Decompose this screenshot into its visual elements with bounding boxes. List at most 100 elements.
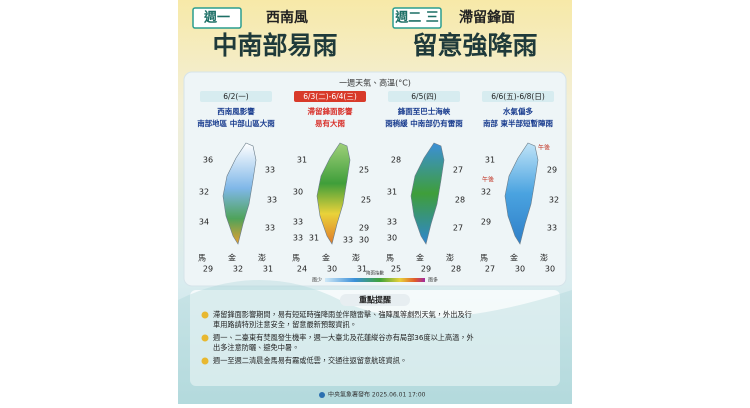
temperature: 28 bbox=[391, 156, 401, 165]
temperature: 27 bbox=[453, 224, 463, 233]
note-line: 滯留鋒面影響期間，易有短延時強降雨並伴隨雷擊、強陣風等劇烈天氣，外出及行 bbox=[213, 310, 472, 319]
temperature: 32 bbox=[199, 188, 209, 197]
temperature: 31 bbox=[485, 156, 495, 165]
note-line: 出多注意防曬、避免中暑。 bbox=[213, 343, 299, 352]
island-name: 金 bbox=[322, 253, 330, 263]
bullet-icon bbox=[201, 311, 209, 319]
panel-line: 易有大雨 bbox=[315, 118, 345, 128]
temperature: 33 bbox=[387, 218, 397, 227]
tag-box bbox=[192, 7, 242, 29]
temperature: 33 bbox=[293, 234, 303, 243]
tag: 週一 bbox=[203, 10, 230, 26]
panel-date: 6/2(一) bbox=[223, 92, 248, 101]
bullet-icon bbox=[201, 334, 209, 342]
island-temp: 30 bbox=[327, 265, 337, 274]
temperature: 29 bbox=[547, 166, 557, 175]
logo bbox=[319, 392, 325, 398]
island-name: 澎 bbox=[258, 253, 266, 263]
footer: 中央氣象署發布 2025.06.01 17:00 bbox=[328, 391, 426, 399]
tag-label: 滯留鋒面 bbox=[459, 9, 515, 26]
tag-label: 西南風 bbox=[266, 9, 308, 26]
tag-box bbox=[392, 7, 442, 29]
temperature: 34 bbox=[199, 218, 209, 227]
temperature: 31 bbox=[297, 156, 307, 165]
notes-card bbox=[190, 290, 560, 386]
temperature: 33 bbox=[293, 218, 303, 227]
island-name: 金 bbox=[228, 253, 236, 263]
island-temp: 27 bbox=[485, 265, 495, 274]
date-pill bbox=[482, 91, 554, 102]
island-temp: 25 bbox=[391, 265, 401, 274]
island-name: 馬 bbox=[386, 254, 394, 263]
temperature: 33 bbox=[265, 224, 275, 233]
notes-title: 重點提醒 bbox=[359, 295, 391, 305]
island-temp: 29 bbox=[203, 265, 213, 274]
panel-line: 滯留鋒面影響 bbox=[308, 106, 353, 116]
decor-wave bbox=[178, 280, 572, 404]
temperature: 33 bbox=[265, 166, 275, 175]
legend-bar bbox=[325, 278, 425, 282]
temperature: 32 bbox=[481, 188, 491, 197]
forecast-card bbox=[183, 71, 567, 287]
panel-line: 水氣偏多 bbox=[503, 106, 533, 116]
temperature: 25 bbox=[361, 196, 371, 205]
panel-date: 6/5(四) bbox=[411, 92, 436, 101]
note-line: 車用路請特別注意安全，留意最新預報資訊。 bbox=[213, 320, 357, 329]
island-temp: 31 bbox=[357, 265, 367, 274]
afternoon-note: 午後 bbox=[538, 144, 550, 152]
island-temp: 24 bbox=[297, 265, 307, 274]
note-line: 週一、二臺東有焚風發生機率，週一大臺北及花蓮縱谷亦有局部36度以上高溫，外 bbox=[213, 333, 474, 342]
island-temp: 30 bbox=[545, 265, 555, 274]
panel-date: 6/3(二)-6/4(三) bbox=[303, 92, 357, 101]
panel-date: 6/6(五)-6/8(日) bbox=[491, 92, 545, 101]
temperature: 30 bbox=[359, 236, 369, 245]
temperature: 31 bbox=[309, 234, 319, 243]
legend-high: 雨多 bbox=[428, 277, 438, 284]
notes-title-bg bbox=[340, 294, 410, 306]
panel-line: 鋒面至巴士海峽 bbox=[397, 106, 451, 116]
temperature: 25 bbox=[359, 166, 369, 175]
headline: 留意強降雨 bbox=[412, 31, 537, 60]
temperature: 30 bbox=[293, 188, 303, 197]
temperature: 36 bbox=[203, 156, 213, 165]
island-temp: 28 bbox=[451, 265, 461, 274]
bullet-icon bbox=[201, 357, 209, 365]
island-name: 金 bbox=[416, 253, 424, 263]
temperature: 29 bbox=[481, 218, 491, 227]
island-name: 馬 bbox=[198, 254, 206, 263]
island-name: 澎 bbox=[446, 253, 454, 263]
temperature: 33 bbox=[547, 224, 557, 233]
panel-line: 雨稍緩 中南部仍有雷雨 bbox=[385, 118, 463, 128]
panel-line: 南部地區 中部山區大雨 bbox=[197, 118, 275, 128]
date-pill bbox=[388, 91, 460, 102]
taiwan-map bbox=[222, 142, 257, 245]
temperature: 33 bbox=[343, 236, 353, 245]
island-name: 馬 bbox=[292, 254, 300, 263]
temperature: 30 bbox=[387, 234, 397, 243]
note-line: 週一至週二清晨金馬易有霧或低雲，交通往返留意航班資訊。 bbox=[213, 356, 407, 365]
section-title: 一週天氣、高溫(°C) bbox=[339, 78, 411, 88]
taiwan-map bbox=[316, 142, 351, 245]
legend-low: 雨少 bbox=[312, 278, 322, 284]
temperature: 29 bbox=[359, 224, 369, 233]
date-pill bbox=[294, 91, 366, 102]
temperature: 28 bbox=[455, 196, 465, 205]
temperature: 27 bbox=[453, 166, 463, 175]
date-pill bbox=[200, 91, 272, 102]
taiwan-map bbox=[504, 142, 539, 245]
island-temp: 31 bbox=[263, 265, 273, 274]
island-temp: 30 bbox=[515, 265, 525, 274]
panel-line: 西南風影響 bbox=[217, 106, 255, 116]
taiwan-map bbox=[410, 142, 445, 245]
panel-line: 南部 東半部短暫陣雨 bbox=[483, 118, 554, 128]
island-name: 馬 bbox=[480, 254, 488, 263]
island-name: 澎 bbox=[540, 253, 548, 263]
tag: 週二 三 bbox=[394, 10, 439, 26]
temperature: 32 bbox=[549, 196, 559, 205]
legend-title: 降雨指數 bbox=[366, 270, 384, 277]
afternoon-note: 午後 bbox=[482, 176, 494, 184]
temperature: 33 bbox=[267, 196, 277, 205]
island-name: 金 bbox=[510, 253, 518, 263]
